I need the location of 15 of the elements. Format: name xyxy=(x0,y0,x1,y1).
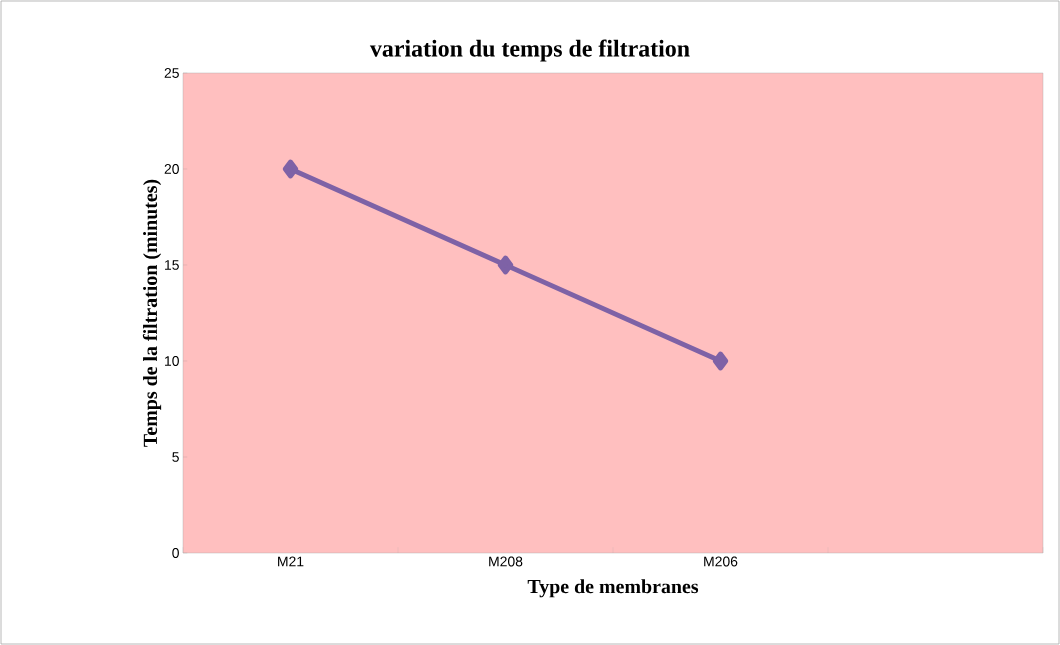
x-tick-label: M208 xyxy=(489,556,523,567)
x-tick-label: M206 xyxy=(704,556,738,567)
y-tick-label: 25 xyxy=(164,68,179,78)
y-tick-label: 5 xyxy=(172,452,179,462)
y-tick-label: 15 xyxy=(165,260,179,270)
y-axis-title: Temps de la filtration (minutes) xyxy=(142,179,162,447)
chart-title: variation du temps de filtration xyxy=(369,39,690,62)
point xyxy=(712,351,729,371)
point xyxy=(497,255,514,275)
point xyxy=(282,159,299,179)
x-axis-title: Type de membranes xyxy=(527,579,699,598)
y-tick-label: 10 xyxy=(165,356,179,366)
x-tick-label: M21 xyxy=(278,556,304,567)
y-tick-label: 20 xyxy=(164,164,179,174)
y-tick-label: 0 xyxy=(172,548,179,558)
